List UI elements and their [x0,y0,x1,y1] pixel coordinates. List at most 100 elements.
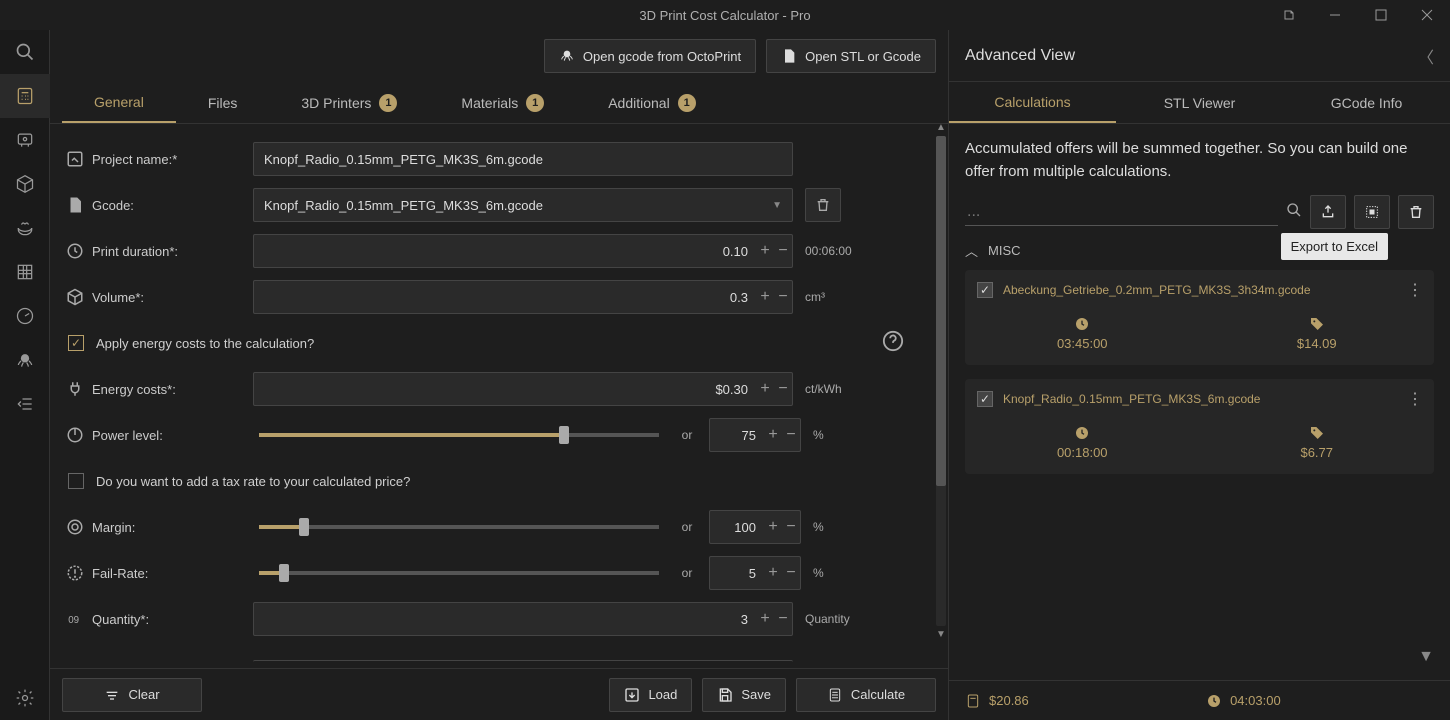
quantity-up[interactable]: + [756,603,774,635]
open-octoprint-button[interactable]: Open gcode from OctoPrint [544,39,756,73]
margin-up[interactable]: + [764,511,782,543]
open-stl-label: Open STL or Gcode [805,49,921,64]
plug-icon [66,380,84,398]
volume-down[interactable]: − [774,281,792,313]
tab-materials[interactable]: Materials1 [429,82,576,123]
volume-up[interactable]: + [756,281,774,313]
close-button[interactable] [1404,0,1450,30]
help-icon[interactable] [1266,0,1312,30]
clock-icon [1074,316,1090,332]
scroll-down[interactable]: ▼ [936,629,946,643]
maximize-button[interactable] [1358,0,1404,30]
tab-printers[interactable]: 3D Printers1 [269,82,429,123]
clear-button[interactable]: Clear [62,678,202,712]
margin-slider-thumb[interactable] [299,518,309,536]
scrollbar-thumb[interactable] [936,136,946,486]
sidebar-search[interactable] [0,30,50,74]
volume-label: Volume*: [66,288,241,306]
duration-time: 00:06:00 [805,244,859,258]
help-button[interactable] [882,330,904,357]
sidebar-cube[interactable] [0,162,50,206]
tab-gcode-info[interactable]: GCode Info [1283,82,1450,123]
sidebar-bowl[interactable] [0,206,50,250]
search-icon[interactable] [1286,202,1302,223]
scroll-up[interactable]: ▲ [936,124,946,136]
calc-time-1: 00:18:00 [1057,445,1108,460]
delete-gcode-button[interactable] [805,188,841,222]
main-tabs: General Files 3D Printers1 Materials1 Ad… [50,82,948,124]
power-up[interactable]: + [764,419,782,451]
calc-checkbox-1[interactable] [977,391,993,407]
select-all-button[interactable] [1354,195,1390,229]
calculator-icon [827,687,843,703]
quantity-down[interactable]: − [774,603,792,635]
duration-label: Print duration*: [66,242,241,260]
failrate-slider-thumb[interactable] [279,564,289,582]
duration-up[interactable]: + [756,235,774,267]
tab-general[interactable]: General [62,82,176,123]
power-down[interactable]: − [782,419,800,451]
sidebar-grid[interactable] [0,250,50,294]
gcode-label: Gcode: [66,196,241,214]
tab-stl-viewer[interactable]: STL Viewer [1116,82,1283,123]
energy-down[interactable]: − [774,373,792,405]
gcode-select[interactable]: Knopf_Radio_0.15mm_PETG_MK3S_6m.gcode ▼ [253,188,793,222]
minimize-button[interactable] [1312,0,1358,30]
sidebar-octopus[interactable] [0,338,50,382]
calc-checkbox-0[interactable] [977,282,993,298]
volume-input[interactable]: 0.3 + − [253,280,793,314]
failrate-down[interactable]: − [782,557,800,589]
save-button[interactable]: Save [702,678,786,712]
tab-additional[interactable]: Additional1 [576,82,728,123]
sidebar-calculator[interactable] [0,74,50,118]
open-stl-button[interactable]: Open STL or Gcode [766,39,936,73]
failrate-value-input[interactable]: 5 + − [709,556,801,590]
clock-icon [1206,693,1222,709]
duration-input[interactable]: 0.10 + − [253,234,793,268]
energy-costs-label: Energy costs*: [66,380,241,398]
collapse-panel-icon[interactable]: 〈 [1418,44,1434,68]
svg-text:09: 09 [68,615,79,626]
calc-menu-0[interactable]: ⋮ [1407,280,1422,300]
tab-files[interactable]: Files [176,82,270,123]
cube-icon [66,288,84,306]
export-button[interactable] [1310,195,1346,229]
energy-checkbox[interactable] [68,335,84,351]
load-button[interactable]: Load [609,678,692,712]
delete-all-button[interactable] [1398,195,1434,229]
failrate-unit: % [813,566,867,580]
failrate-up[interactable]: + [764,557,782,589]
window-title: 3D Print Cost Calculator - Pro [639,8,810,23]
margin-slider[interactable] [259,525,659,529]
sidebar-printer[interactable] [0,118,50,162]
search-input[interactable] [965,199,1278,226]
duration-down[interactable]: − [774,235,792,267]
save-icon [717,687,733,703]
quantity-input[interactable]: 3 + − [253,602,793,636]
calc-menu-1[interactable]: ⋮ [1407,389,1422,409]
margin-value-input[interactable]: 100 + − [709,510,801,544]
sidebar-gauge[interactable] [0,294,50,338]
calculation-card: Knopf_Radio_0.15mm_PETG_MK3S_6m.gcode ⋮ … [965,379,1434,474]
sidebar-settings[interactable] [0,676,50,720]
volume-unit: cm³ [805,290,859,304]
sidebar-collapse[interactable] [0,382,50,426]
calc-time-0: 03:45:00 [1057,336,1108,351]
power-value-input[interactable]: 75 + − [709,418,801,452]
or-label-3: or [677,566,697,580]
tab-calculations[interactable]: Calculations [949,82,1116,123]
calculate-button[interactable]: Calculate [796,678,936,712]
tax-checkbox[interactable] [68,473,84,489]
margin-unit: % [813,520,867,534]
power-slider[interactable] [259,433,659,437]
energy-costs-input[interactable]: $0.30 + − [253,372,793,406]
failrate-slider[interactable] [259,571,659,575]
project-name-input[interactable] [253,142,793,176]
energy-up[interactable]: + [756,373,774,405]
expand-icon[interactable]: ▼ [1418,648,1434,665]
power-slider-thumb[interactable] [559,426,569,444]
calculator-icon [965,693,981,709]
power-level-label: Power level: [66,426,241,444]
margin-down[interactable]: − [782,511,800,543]
failrate-label: Fail-Rate: [66,564,241,582]
